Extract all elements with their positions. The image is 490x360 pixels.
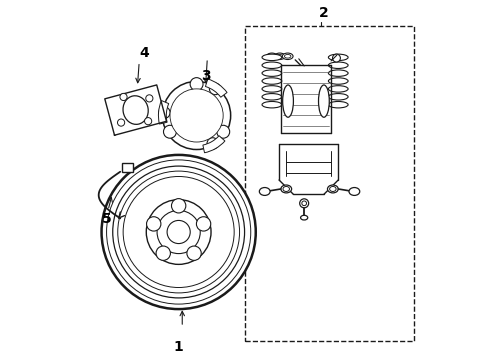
Circle shape <box>106 160 251 304</box>
Circle shape <box>146 95 153 102</box>
Ellipse shape <box>262 94 282 100</box>
Circle shape <box>164 125 176 138</box>
Circle shape <box>156 246 171 260</box>
Ellipse shape <box>318 85 329 117</box>
Circle shape <box>147 217 161 231</box>
Ellipse shape <box>328 78 348 84</box>
Circle shape <box>209 83 221 95</box>
Ellipse shape <box>123 96 148 124</box>
Ellipse shape <box>333 54 341 62</box>
Ellipse shape <box>302 201 307 206</box>
Ellipse shape <box>281 185 292 193</box>
Ellipse shape <box>328 62 348 68</box>
Ellipse shape <box>300 215 308 220</box>
Ellipse shape <box>327 185 338 193</box>
Circle shape <box>172 199 186 213</box>
Ellipse shape <box>328 70 348 76</box>
Circle shape <box>113 166 245 298</box>
Ellipse shape <box>276 54 283 58</box>
Ellipse shape <box>262 70 282 76</box>
Ellipse shape <box>262 62 282 68</box>
Circle shape <box>118 119 124 126</box>
Polygon shape <box>105 85 167 135</box>
Ellipse shape <box>330 186 336 192</box>
Circle shape <box>170 89 223 142</box>
Circle shape <box>187 246 201 260</box>
Ellipse shape <box>349 188 360 195</box>
Ellipse shape <box>283 85 294 117</box>
Circle shape <box>167 220 190 244</box>
Circle shape <box>159 107 170 118</box>
Ellipse shape <box>269 54 275 58</box>
Ellipse shape <box>282 53 293 59</box>
Bar <box>245 26 414 341</box>
Circle shape <box>163 81 231 149</box>
Ellipse shape <box>259 188 270 195</box>
Ellipse shape <box>267 53 277 59</box>
Ellipse shape <box>328 94 348 100</box>
Circle shape <box>118 171 240 293</box>
Wedge shape <box>205 79 227 97</box>
Ellipse shape <box>328 102 348 108</box>
Ellipse shape <box>328 54 348 60</box>
Text: 3: 3 <box>201 69 210 83</box>
Circle shape <box>196 217 211 231</box>
Ellipse shape <box>262 54 282 60</box>
Wedge shape <box>158 100 169 124</box>
Circle shape <box>123 176 234 288</box>
Circle shape <box>186 105 207 126</box>
Text: 4: 4 <box>140 46 149 60</box>
Wedge shape <box>203 136 225 153</box>
Ellipse shape <box>274 53 285 59</box>
Ellipse shape <box>262 78 282 84</box>
Circle shape <box>145 118 152 125</box>
Circle shape <box>207 138 219 149</box>
Bar <box>122 163 133 172</box>
Ellipse shape <box>300 199 309 208</box>
Ellipse shape <box>328 86 348 92</box>
Circle shape <box>190 78 203 91</box>
Text: 2: 2 <box>319 6 329 20</box>
Circle shape <box>120 93 127 100</box>
Ellipse shape <box>262 102 282 108</box>
Circle shape <box>217 125 230 138</box>
Circle shape <box>157 210 200 253</box>
Ellipse shape <box>283 186 290 192</box>
Circle shape <box>176 95 217 136</box>
Circle shape <box>147 199 211 264</box>
Circle shape <box>101 155 256 309</box>
Text: 5: 5 <box>102 212 112 226</box>
Ellipse shape <box>285 54 291 58</box>
Text: 1: 1 <box>174 340 184 354</box>
Ellipse shape <box>262 86 282 92</box>
